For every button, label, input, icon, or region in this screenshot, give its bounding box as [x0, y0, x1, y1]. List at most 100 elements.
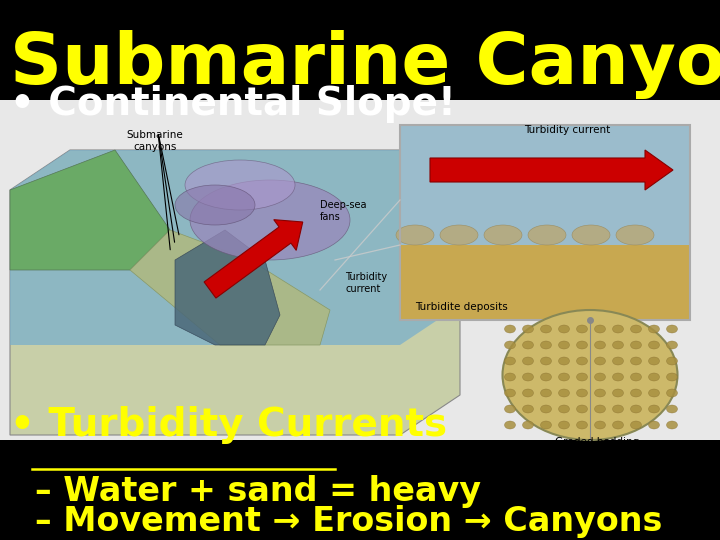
FancyArrow shape	[204, 220, 302, 298]
Ellipse shape	[631, 373, 642, 381]
Ellipse shape	[541, 405, 552, 413]
Ellipse shape	[541, 341, 552, 349]
Text: – Water + sand = heavy: – Water + sand = heavy	[35, 475, 481, 508]
Ellipse shape	[577, 341, 588, 349]
Text: Graded bedding: Graded bedding	[555, 437, 639, 447]
Ellipse shape	[185, 160, 295, 210]
Ellipse shape	[523, 405, 534, 413]
Ellipse shape	[616, 225, 654, 245]
Ellipse shape	[667, 373, 678, 381]
Ellipse shape	[667, 389, 678, 397]
Polygon shape	[130, 230, 330, 345]
Ellipse shape	[631, 357, 642, 365]
Ellipse shape	[505, 389, 516, 397]
Ellipse shape	[559, 373, 570, 381]
Ellipse shape	[649, 325, 660, 333]
Ellipse shape	[667, 325, 678, 333]
Ellipse shape	[649, 373, 660, 381]
Bar	[400, 245, 690, 320]
Ellipse shape	[649, 421, 660, 429]
Ellipse shape	[613, 421, 624, 429]
Text: • Turbidity Currents: • Turbidity Currents	[10, 406, 447, 444]
Ellipse shape	[667, 421, 678, 429]
Ellipse shape	[577, 421, 588, 429]
Ellipse shape	[559, 325, 570, 333]
Ellipse shape	[541, 373, 552, 381]
Ellipse shape	[631, 421, 642, 429]
Ellipse shape	[175, 185, 255, 225]
Ellipse shape	[613, 405, 624, 413]
Ellipse shape	[505, 357, 516, 365]
Text: Turbidite deposits: Turbidite deposits	[415, 302, 508, 312]
Ellipse shape	[505, 405, 516, 413]
Ellipse shape	[541, 389, 552, 397]
Ellipse shape	[631, 341, 642, 349]
Ellipse shape	[667, 357, 678, 365]
Ellipse shape	[577, 373, 588, 381]
Ellipse shape	[649, 357, 660, 365]
Ellipse shape	[649, 405, 660, 413]
Ellipse shape	[613, 357, 624, 365]
Ellipse shape	[523, 373, 534, 381]
Ellipse shape	[541, 421, 552, 429]
Ellipse shape	[523, 389, 534, 397]
Text: Submarine Canyons: Submarine Canyons	[10, 30, 720, 99]
Ellipse shape	[559, 341, 570, 349]
Ellipse shape	[528, 225, 566, 245]
Ellipse shape	[484, 225, 522, 245]
Polygon shape	[175, 230, 280, 345]
Ellipse shape	[613, 325, 624, 333]
Ellipse shape	[505, 373, 516, 381]
Ellipse shape	[595, 357, 606, 365]
Ellipse shape	[649, 341, 660, 349]
Ellipse shape	[505, 341, 516, 349]
Ellipse shape	[559, 421, 570, 429]
Ellipse shape	[577, 357, 588, 365]
Ellipse shape	[505, 325, 516, 333]
Text: • Continental Slope!: • Continental Slope!	[10, 85, 456, 123]
Ellipse shape	[503, 310, 678, 440]
Ellipse shape	[613, 373, 624, 381]
Text: Submarine
canyons: Submarine canyons	[127, 130, 184, 152]
Polygon shape	[10, 150, 460, 345]
Text: – Movement → Erosion → Canyons: – Movement → Erosion → Canyons	[35, 505, 662, 538]
Ellipse shape	[190, 180, 350, 260]
Ellipse shape	[505, 421, 516, 429]
Ellipse shape	[541, 325, 552, 333]
Text: Deep-sea
fans: Deep-sea fans	[320, 200, 366, 221]
Bar	[0, 100, 720, 440]
Ellipse shape	[595, 405, 606, 413]
Ellipse shape	[396, 225, 434, 245]
Ellipse shape	[523, 421, 534, 429]
Ellipse shape	[523, 357, 534, 365]
Ellipse shape	[595, 325, 606, 333]
Ellipse shape	[440, 225, 478, 245]
FancyArrow shape	[430, 150, 673, 190]
Bar	[400, 125, 690, 245]
Polygon shape	[10, 150, 460, 435]
Ellipse shape	[577, 389, 588, 397]
Ellipse shape	[577, 405, 588, 413]
Ellipse shape	[572, 225, 610, 245]
Ellipse shape	[559, 389, 570, 397]
Bar	[400, 125, 690, 320]
Ellipse shape	[667, 405, 678, 413]
Ellipse shape	[523, 341, 534, 349]
Ellipse shape	[577, 325, 588, 333]
Ellipse shape	[559, 357, 570, 365]
Ellipse shape	[595, 389, 606, 397]
Ellipse shape	[595, 341, 606, 349]
Polygon shape	[10, 150, 170, 270]
Ellipse shape	[523, 325, 534, 333]
Text: Turbidity
current: Turbidity current	[345, 272, 387, 294]
Ellipse shape	[559, 405, 570, 413]
Ellipse shape	[667, 341, 678, 349]
Ellipse shape	[613, 341, 624, 349]
Ellipse shape	[541, 357, 552, 365]
Ellipse shape	[595, 373, 606, 381]
Ellipse shape	[631, 405, 642, 413]
Ellipse shape	[613, 389, 624, 397]
Ellipse shape	[649, 389, 660, 397]
Ellipse shape	[595, 421, 606, 429]
Ellipse shape	[631, 389, 642, 397]
